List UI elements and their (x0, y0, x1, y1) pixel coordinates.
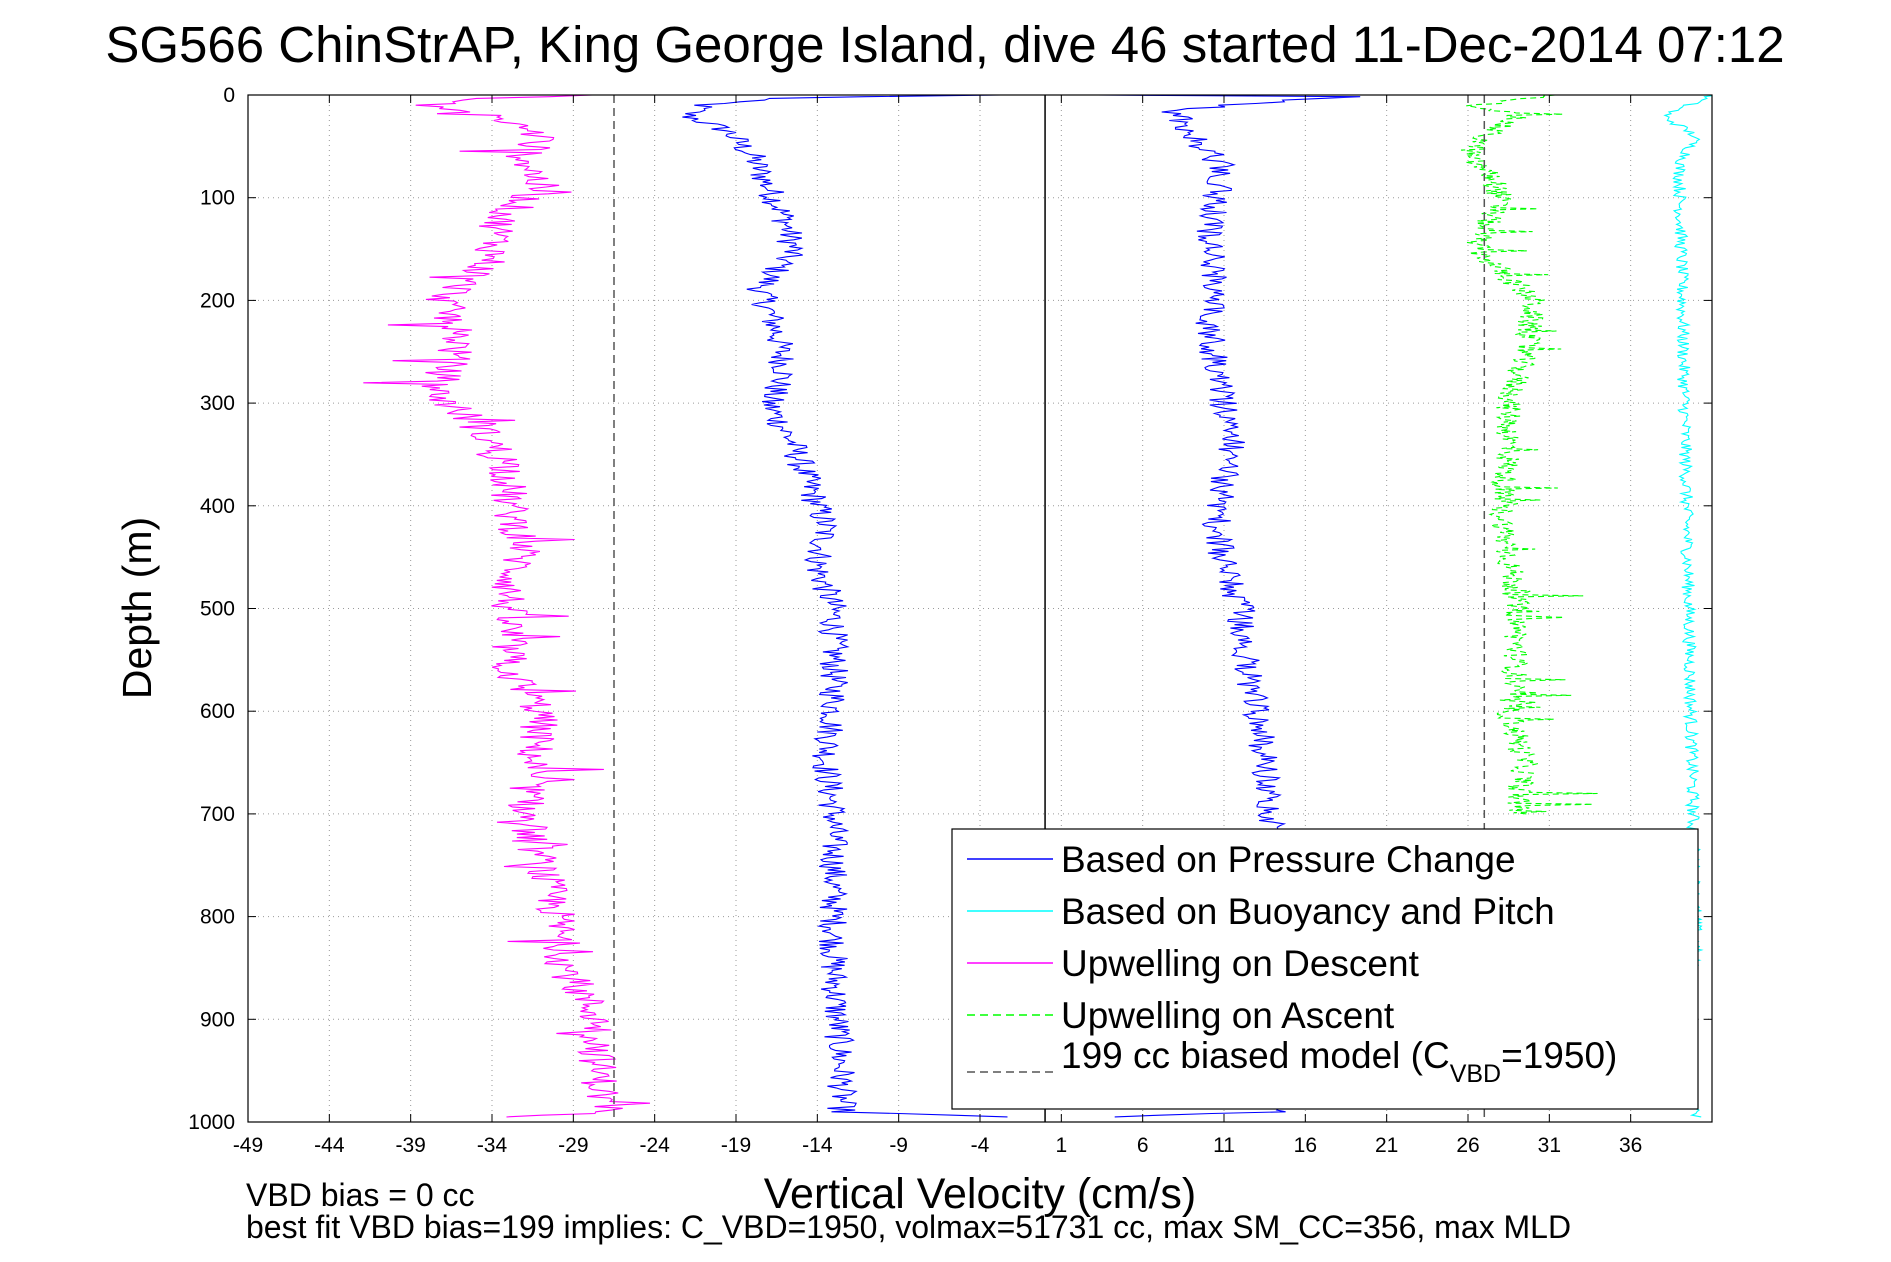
axis-ticks: -49 -44 -39 -34 -29 -24 -19 -14 -9 -4 1 6 11 16 21 26 31… (188, 84, 1712, 1157)
y-tick-label: 0 (223, 84, 235, 107)
x-tick-label: -4 (971, 1134, 990, 1157)
x-tick-label: 26 (1456, 1134, 1479, 1157)
y-tick-label: 900 (200, 1008, 235, 1031)
legend-label-upwelling-descent: Upwelling on Descent (1061, 943, 1420, 984)
x-tick-label: -39 (395, 1134, 425, 1157)
x-tick-label: 16 (1294, 1134, 1317, 1157)
y-tick-label: 100 (200, 187, 235, 210)
x-tick-label: 36 (1619, 1134, 1642, 1157)
x-tick-label: 1 (1055, 1134, 1067, 1157)
series-upwelling-on-ascent-line-0 (1460, 95, 1598, 815)
y-tick-label: 600 (200, 700, 235, 723)
y-axis-label: Depth (m) (114, 517, 160, 699)
x-tick-label: 11 (1213, 1134, 1235, 1157)
series-upwelling-on-descent-line-0 (363, 95, 651, 1118)
legend-label-pressure: Based on Pressure Change (1061, 839, 1516, 880)
legend-biased-tail: =1950) (1501, 1035, 1617, 1076)
series-based-on-pressure-change-line-0 (682, 95, 1008, 1118)
legend-biased-sub: VBD (1450, 1060, 1501, 1088)
series-based-on-buoyancy-and-pitch-line-0 (1663, 95, 1712, 1118)
x-tick-label: -44 (314, 1134, 345, 1157)
x-tick-label: -49 (233, 1134, 263, 1157)
x-tick-label: -29 (558, 1134, 588, 1157)
x-tick-label: -24 (639, 1134, 670, 1157)
x-tick-label: 6 (1137, 1134, 1149, 1157)
y-tick-label: 400 (200, 495, 235, 518)
legend-label-upwelling-ascent: Upwelling on Ascent (1061, 995, 1395, 1036)
y-tick-label: 300 (200, 392, 235, 415)
legend-label-buoyancy: Based on Buoyancy and Pitch (1061, 891, 1555, 932)
legend-label-biased-model: 199 cc biased model (CVBD=1950) (1061, 1035, 1617, 1088)
x-tick-label: 31 (1538, 1134, 1561, 1157)
x-tick-label: -9 (889, 1134, 908, 1157)
y-tick-label: 500 (200, 598, 235, 621)
x-tick-label: -14 (802, 1134, 833, 1157)
y-tick-label: 1000 (188, 1111, 235, 1134)
legend-box (951, 828, 1699, 1110)
y-tick-label: 700 (200, 803, 235, 826)
legend: Based on Pressure Change Based on Buoyan… (951, 828, 1699, 1110)
annotation-best-fit: best fit VBD bias=199 implies: C_VBD=195… (246, 1209, 1571, 1245)
annotation-vbd-bias: VBD bias = 0 cc (246, 1177, 475, 1213)
x-axis-label: Vertical Velocity (cm/s) (764, 1170, 1197, 1218)
x-tick-label: -34 (477, 1134, 508, 1157)
legend-biased-main: 199 cc biased model (C (1061, 1035, 1450, 1076)
chart-title: SG566 ChinStrAP, King George Island, div… (105, 16, 1784, 73)
x-tick-label: -19 (721, 1134, 751, 1157)
y-tick-label: 800 (200, 906, 235, 929)
y-tick-label: 200 (200, 289, 235, 312)
x-tick-label: 21 (1375, 1134, 1398, 1157)
